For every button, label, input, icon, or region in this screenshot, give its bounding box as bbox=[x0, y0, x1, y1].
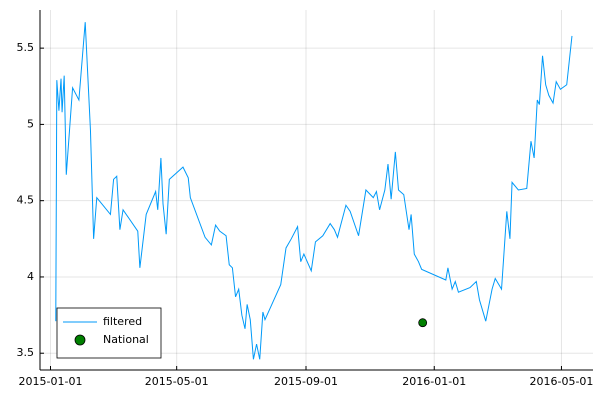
legend-swatch bbox=[74, 334, 86, 346]
x-tick-label: 2015-09-01 bbox=[274, 375, 338, 388]
data-line bbox=[55, 22, 573, 360]
legend-box bbox=[56, 307, 162, 359]
x-tick-label: 2016-05-01 bbox=[529, 375, 593, 388]
y-tick-label: 4 bbox=[27, 270, 34, 283]
x-tick-label: 2015-05-01 bbox=[145, 375, 209, 388]
y-tick-label: 5 bbox=[27, 117, 34, 130]
y-tick-label: 3.5 bbox=[17, 346, 35, 359]
data-point bbox=[418, 318, 428, 328]
y-tick-label: 4.5 bbox=[17, 194, 35, 207]
legend-label: National bbox=[103, 333, 149, 346]
x-tick-label: 2015-01-01 bbox=[19, 375, 83, 388]
x-tick-label: 2016-01-01 bbox=[402, 375, 466, 388]
y-tick-label: 5.5 bbox=[17, 41, 35, 54]
legend-label: filtered bbox=[103, 315, 142, 328]
